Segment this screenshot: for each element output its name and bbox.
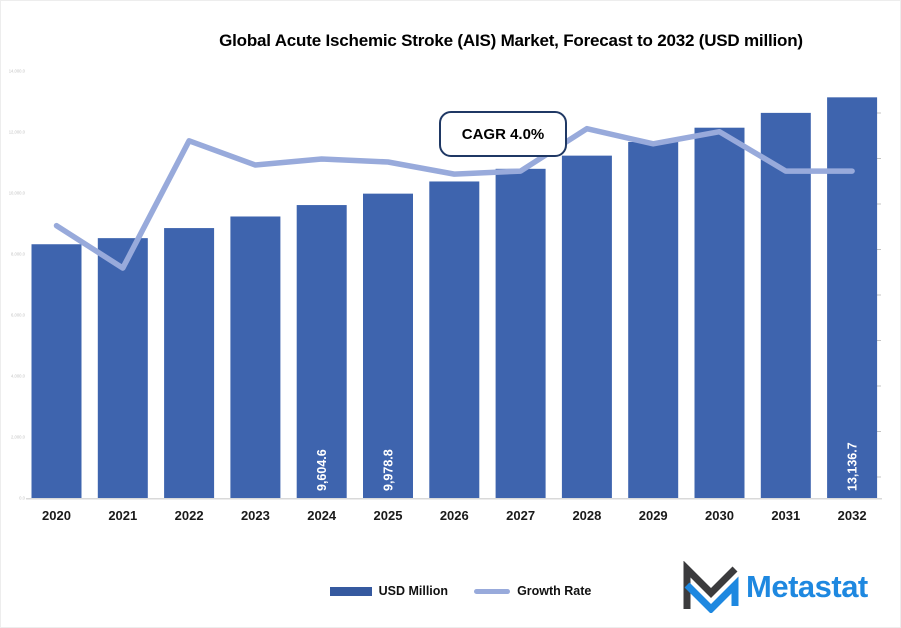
x-tick-2020: 2020 — [42, 508, 71, 523]
bar-2030 — [694, 127, 745, 499]
bar-2023 — [230, 216, 281, 499]
bar-2024 — [296, 205, 347, 498]
x-tick-2021: 2021 — [108, 508, 137, 523]
bar-2025 — [363, 193, 413, 498]
y-axis-tick-label: 2,000.0 — [11, 435, 26, 440]
line-series-swatch-icon — [474, 588, 511, 594]
cagr-annotation-label: CAGR 4.0% — [461, 125, 545, 143]
cagr-annotation: CAGR 4.0% — [439, 111, 567, 157]
x-tick-2030: 2030 — [705, 508, 734, 523]
y-axis-tick-label: 14,000.0 — [9, 69, 26, 74]
growth-rate-line — [53, 125, 855, 271]
x-tick-2031: 2031 — [771, 508, 800, 523]
bar-series-swatch-icon — [329, 586, 372, 596]
legend-label-usd-million: USD Million — [378, 584, 449, 598]
metastat-logo: Metastat — [682, 561, 868, 613]
bar-2020 — [31, 244, 82, 498]
chart-legend: USD Million Growth Rate — [11, 584, 900, 598]
y-axis-tick-label: 0.0 — [19, 496, 25, 501]
logo-wordmark: Metastat — [746, 569, 868, 604]
y-axis-tick-label: 6,000.0 — [11, 313, 26, 318]
bar-value-label-2025: 9,978.8 — [382, 449, 396, 491]
x-tick-2032: 2032 — [838, 508, 867, 523]
legend-item-usd-million: USD Million — [329, 584, 449, 598]
y-axis-tick-label: 8,000.0 — [11, 252, 26, 257]
bar-2021 — [97, 238, 148, 498]
bar-2027 — [495, 168, 546, 498]
x-tick-2023: 2023 — [241, 508, 270, 523]
metastat-m-chevrons-icon — [683, 561, 739, 613]
x-tick-2022: 2022 — [175, 508, 204, 523]
bar-2028 — [561, 155, 612, 498]
x-tick-2027: 2027 — [506, 508, 535, 523]
bar-2022 — [164, 228, 215, 498]
legend-item-growth-rate: Growth Rate — [474, 584, 591, 598]
bar-2032 — [827, 97, 878, 498]
bar-2031 — [760, 112, 811, 499]
x-tick-2029: 2029 — [639, 508, 668, 523]
x-tick-2024: 2024 — [307, 508, 337, 523]
bar-value-label-2032: 13,136.7 — [846, 442, 860, 491]
legend-label-growth-rate: Growth Rate — [517, 584, 592, 598]
y-axis-tick-label: 4,000.0 — [11, 374, 26, 379]
y-axis-tick-label: 12,000.0 — [9, 130, 26, 135]
x-tick-2025: 2025 — [374, 508, 403, 523]
x-tick-2026: 2026 — [440, 508, 469, 523]
y-axis-tick-label: 10,000.0 — [9, 191, 26, 196]
bar-value-label-2024: 9,604.6 — [315, 449, 329, 491]
bar-2026 — [429, 181, 480, 498]
chart-title: Global Acute Ischemic Stroke (AIS) Marke… — [219, 31, 803, 50]
x-tick-2028: 2028 — [572, 508, 601, 523]
bar-2029 — [628, 141, 679, 498]
